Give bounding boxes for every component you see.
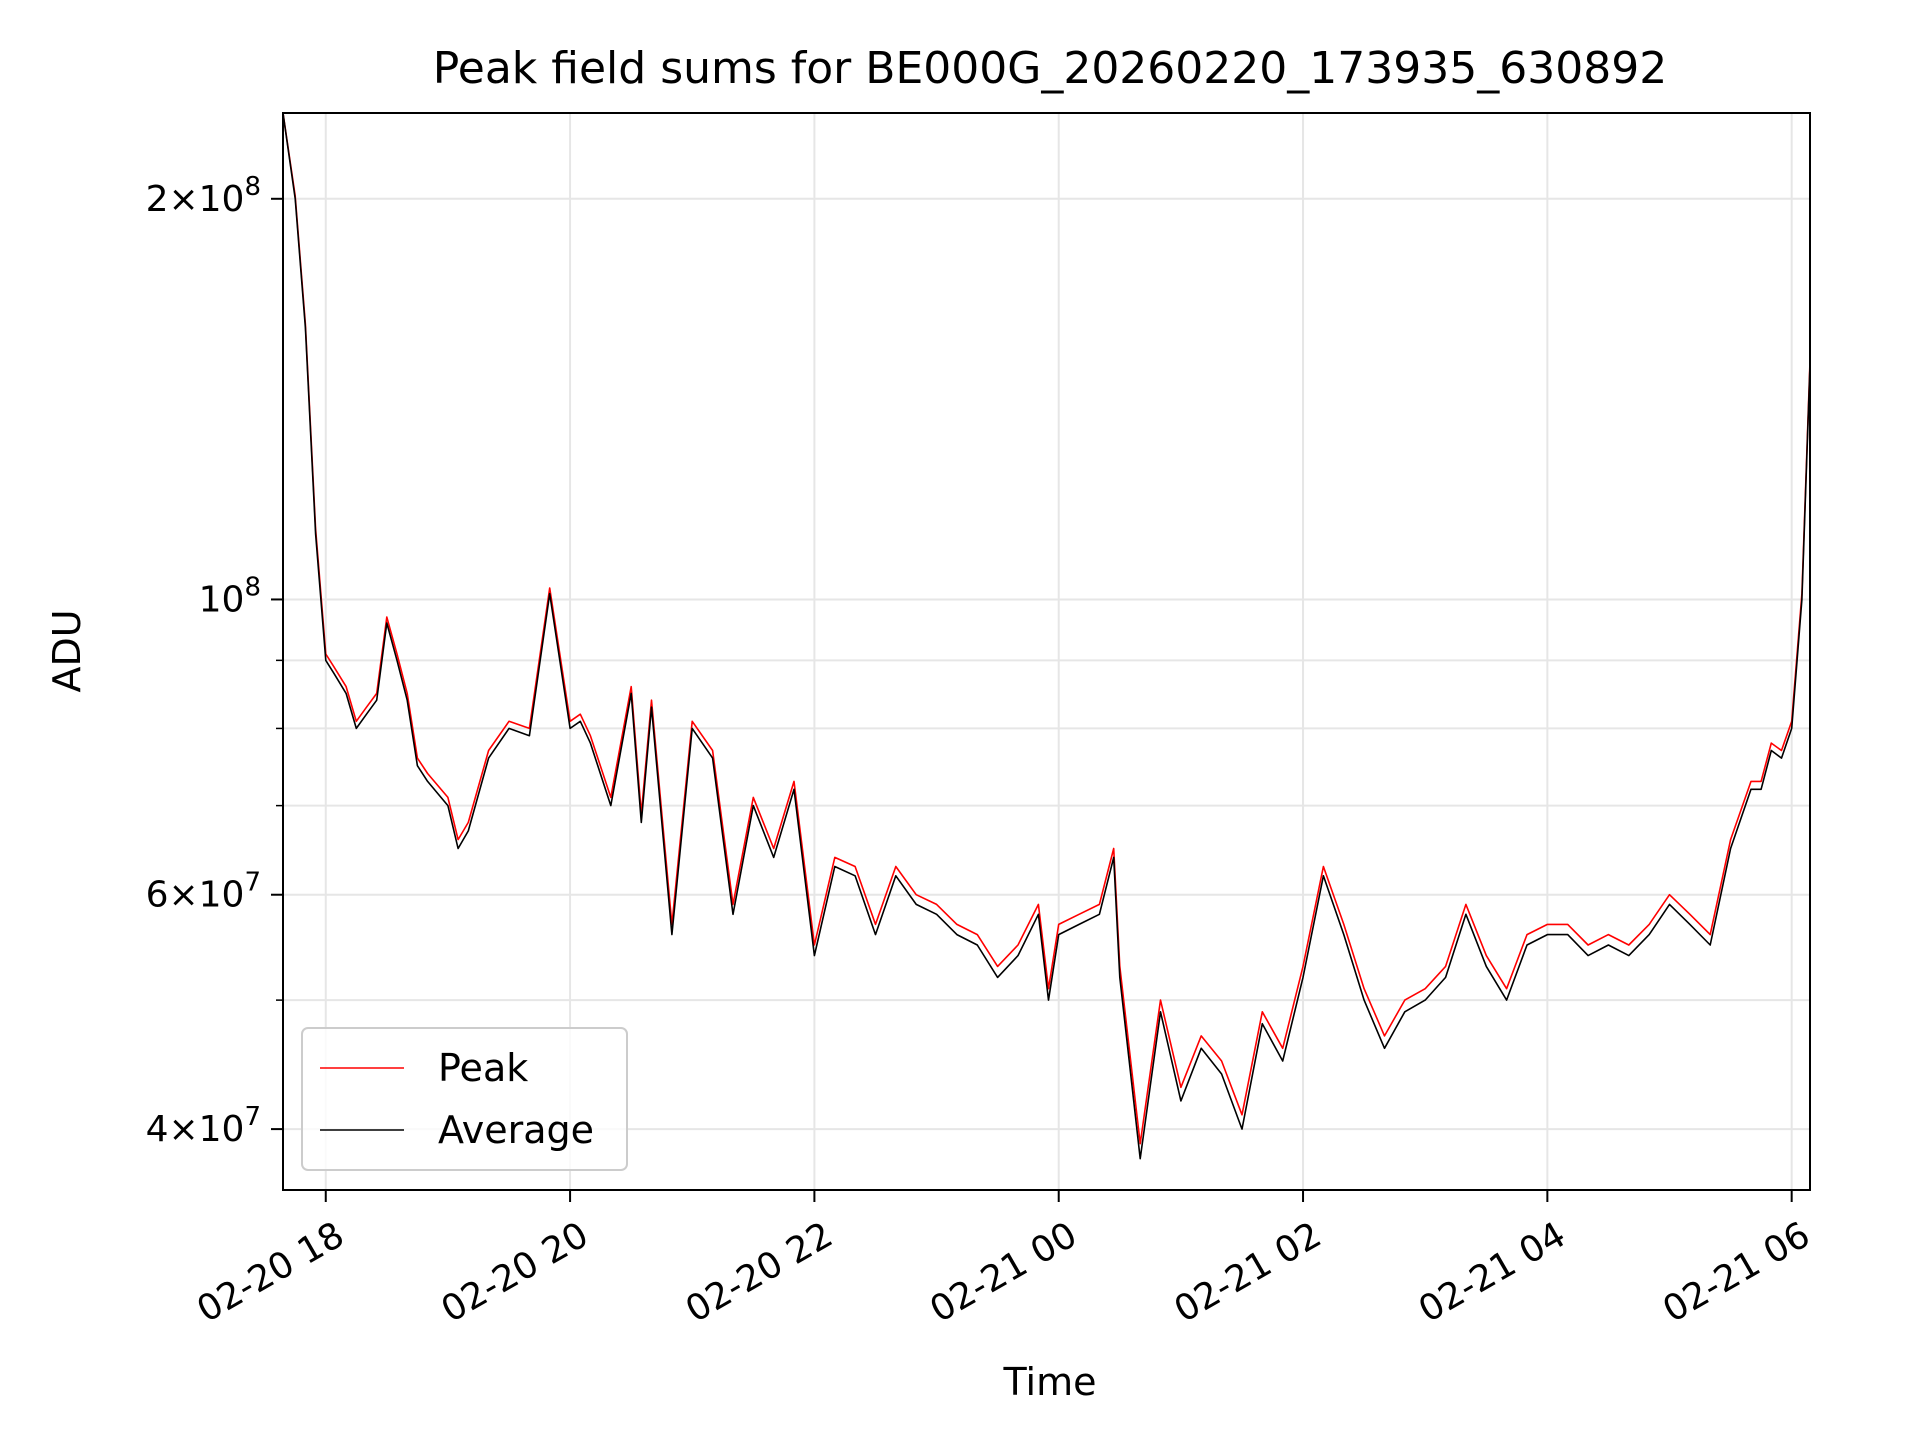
chart-title: Peak field sums for BE000G_20260220_1739… — [433, 43, 1667, 94]
y-tick-label: 6×107 — [146, 868, 261, 916]
gridlines — [283, 113, 1810, 1190]
y-axis: 4×107 6×107 108 2×108 — [146, 172, 283, 1150]
plot-series — [283, 113, 1810, 1160]
series-line-peak — [283, 113, 1810, 1145]
y-tick-label: 4×107 — [146, 1102, 261, 1150]
legend-box — [301, 1027, 628, 1171]
y-tick-label: 108 — [199, 572, 261, 620]
x-axis-label: Time — [1003, 1360, 1097, 1404]
series-line-average — [283, 113, 1810, 1160]
legend-label: Average — [438, 1108, 594, 1152]
y-axis-label: ADU — [45, 609, 89, 692]
legend: Peak Average — [301, 1027, 628, 1171]
plot-frame — [282, 112, 1811, 1191]
y-tick-label: 2×108 — [146, 172, 261, 220]
legend-label: Peak — [438, 1046, 528, 1090]
